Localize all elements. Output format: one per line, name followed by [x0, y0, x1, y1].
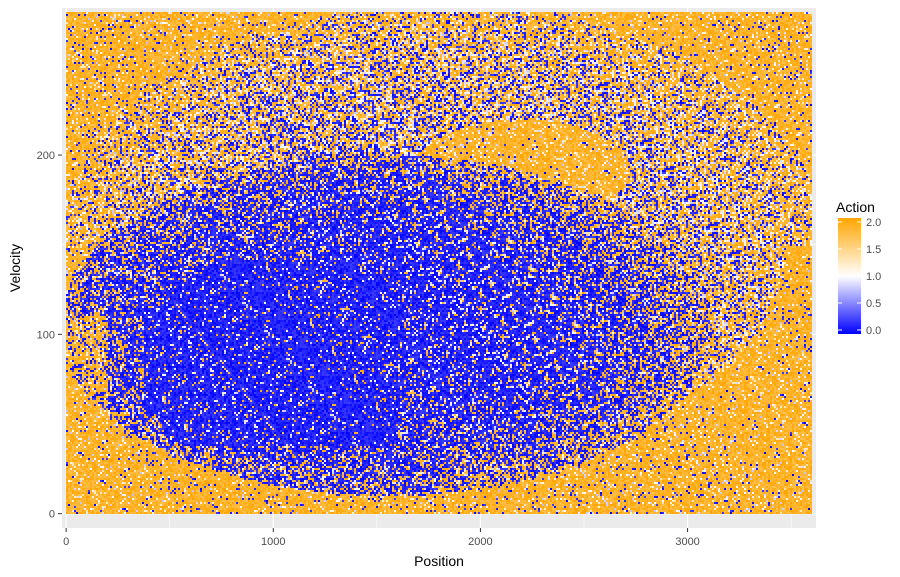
- y-tick-label: 100: [37, 329, 55, 341]
- legend-tick-label: 1.5: [866, 244, 881, 256]
- legend-tick-label: 0.0: [866, 325, 881, 337]
- x-tick-label: 3000: [675, 536, 699, 548]
- y-tick-label: 0: [49, 509, 55, 521]
- legend-tick-label: 1.0: [866, 271, 881, 283]
- legend-ticks: 2.0 1.5 1.0 0.5 0.0: [838, 217, 881, 337]
- legend-tick-label: 0.5: [866, 298, 881, 310]
- y-axis-label: Velocity: [7, 244, 23, 292]
- legend: Action 2.0 1.5 1.0 0.5 0.0: [836, 199, 881, 337]
- x-axis-label: Position: [414, 553, 464, 569]
- y-axis: 0 100 200: [37, 150, 62, 521]
- legend-title: Action: [836, 199, 875, 215]
- x-tick-label: 0: [63, 536, 69, 548]
- legend-tick-label: 2.0: [866, 217, 881, 229]
- x-axis: 0 1000 2000 3000: [63, 528, 700, 548]
- heatmap-tiles: [66, 12, 812, 514]
- x-tick-label: 2000: [468, 536, 492, 548]
- legend-colorbar: [838, 218, 861, 334]
- y-tick-label: 200: [37, 150, 55, 162]
- x-tick-label: 1000: [261, 536, 285, 548]
